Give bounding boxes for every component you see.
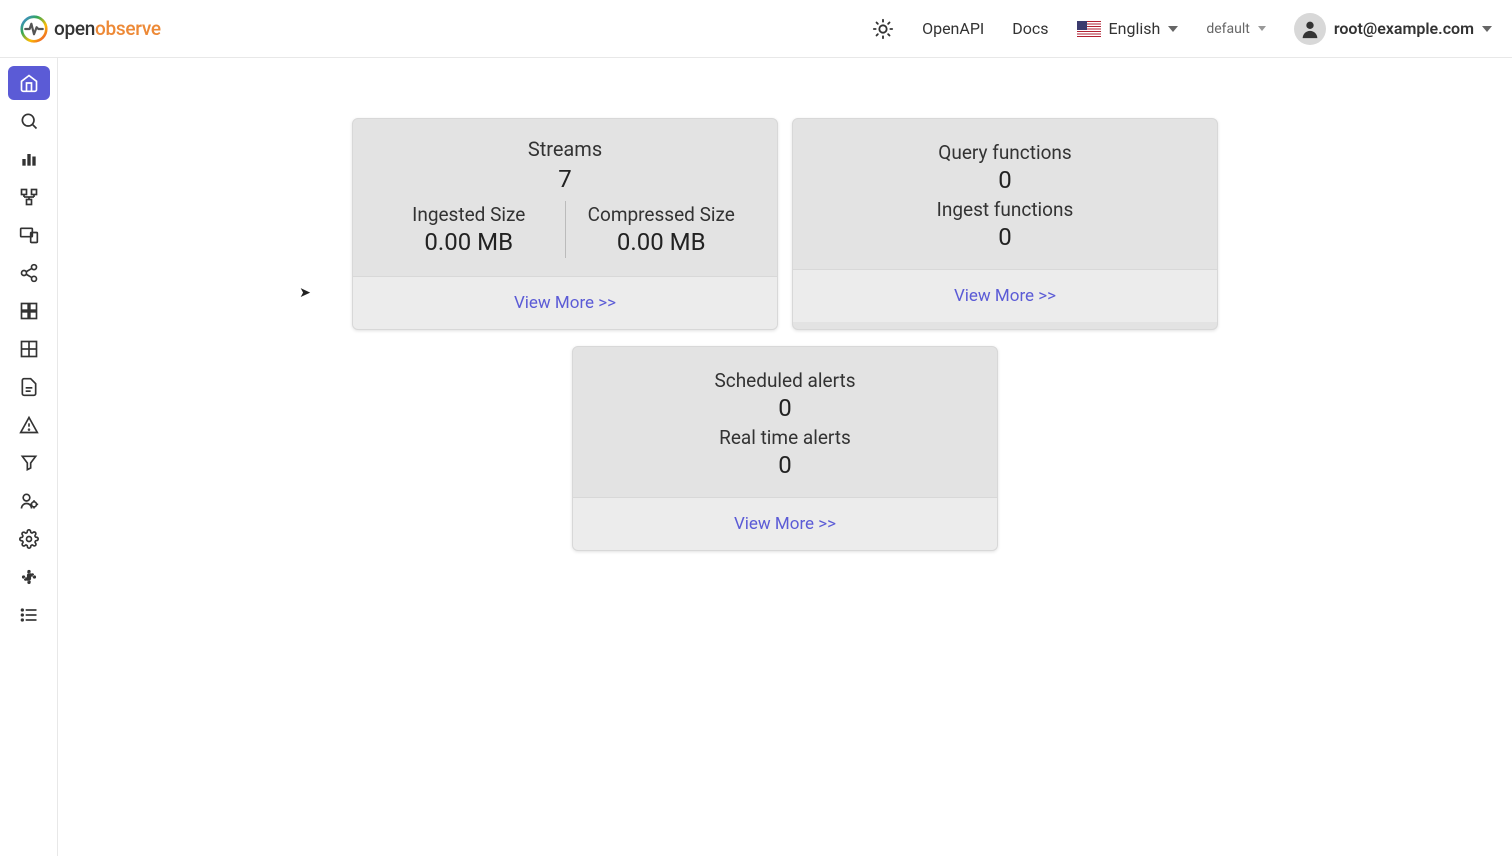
slack-icon (19, 567, 39, 587)
users-icon (19, 491, 39, 511)
dashboard-icon (19, 301, 39, 321)
realtime-alerts-value: 0 (593, 451, 977, 479)
grid-icon (19, 339, 39, 359)
realtime-alerts-label: Real time alerts (593, 426, 977, 449)
sidebar-item-dashboards[interactable] (8, 294, 50, 328)
docs-link[interactable]: Docs (1012, 19, 1048, 38)
compressed-split: Compressed Size 0.00 MB (566, 201, 758, 258)
share-icon (19, 263, 39, 283)
sidebar (0, 58, 58, 856)
chart-icon (19, 149, 39, 169)
chevron-down-icon (1482, 26, 1492, 32)
view-more-label: View More >> (954, 286, 1056, 306)
header: openobserve OpenAPI Docs English default… (0, 0, 1512, 58)
sidebar-item-settings[interactable] (8, 522, 50, 556)
logo-icon (20, 15, 48, 43)
ingest-functions-value: 0 (813, 223, 1197, 251)
logo[interactable]: openobserve (20, 15, 161, 43)
sidebar-item-pipelines[interactable] (8, 256, 50, 290)
user-email: root@example.com (1334, 19, 1474, 38)
ingested-split: Ingested Size 0.00 MB (373, 201, 566, 258)
main: Streams 7 Ingested Size 0.00 MB Compress… (58, 58, 1512, 856)
streams-title: Streams (373, 137, 757, 161)
alert-icon (19, 415, 39, 435)
sidebar-item-slack[interactable] (8, 560, 50, 594)
view-more-label: View More >> (734, 514, 836, 534)
sidebar-item-traces[interactable] (8, 180, 50, 214)
card-streams: Streams 7 Ingested Size 0.00 MB Compress… (352, 118, 778, 330)
card-body: Streams 7 Ingested Size 0.00 MB Compress… (353, 119, 777, 276)
sidebar-item-metrics[interactable] (8, 142, 50, 176)
query-functions-metric: Query functions 0 (813, 141, 1197, 194)
sidebar-item-functions[interactable] (8, 446, 50, 480)
ingest-functions-label: Ingest functions (813, 198, 1197, 221)
compressed-label: Compressed Size (574, 203, 750, 226)
language-selector[interactable]: English (1077, 19, 1179, 38)
user-menu[interactable]: root@example.com (1294, 13, 1492, 45)
sidebar-item-about[interactable] (8, 598, 50, 632)
flag-icon (1077, 21, 1101, 37)
avatar (1294, 13, 1326, 45)
card-functions: Query functions 0 Ingest functions 0 Vie… (792, 118, 1218, 330)
sidebar-item-reports[interactable] (8, 370, 50, 404)
language-label: English (1109, 19, 1161, 38)
card-alerts: Scheduled alerts 0 Real time alerts 0 Vi… (572, 346, 998, 551)
sidebar-item-search[interactable] (8, 104, 50, 138)
org-label: default (1206, 21, 1250, 37)
home-icon (19, 73, 39, 93)
chevron-down-icon (1168, 26, 1178, 32)
streams-view-more[interactable]: View More >> (353, 276, 777, 329)
sun-icon (872, 18, 894, 40)
sidebar-item-alerts[interactable] (8, 408, 50, 442)
realtime-alerts-metric: Real time alerts 0 (593, 426, 977, 479)
compressed-value: 0.00 MB (574, 228, 750, 256)
card-body: Scheduled alerts 0 Real time alerts 0 (573, 347, 997, 497)
sidebar-item-iam[interactable] (8, 484, 50, 518)
search-icon (19, 111, 39, 131)
alerts-view-more[interactable]: View More >> (573, 497, 997, 550)
card-body: Query functions 0 Ingest functions 0 (793, 119, 1217, 269)
logo-text: openobserve (54, 17, 161, 40)
view-more-label: View More >> (514, 293, 616, 313)
chevron-down-icon (1258, 26, 1266, 31)
streams-value: 7 (373, 165, 757, 193)
traces-icon (19, 187, 39, 207)
scheduled-alerts-metric: Scheduled alerts 0 (593, 369, 977, 422)
ingest-functions-metric: Ingest functions 0 (813, 198, 1197, 251)
query-functions-label: Query functions (813, 141, 1197, 164)
theme-toggle[interactable] (872, 18, 894, 40)
devices-icon (19, 225, 39, 245)
list-icon (19, 605, 39, 625)
card-row-2: Scheduled alerts 0 Real time alerts 0 Vi… (98, 346, 1472, 551)
file-icon (19, 377, 39, 397)
openapi-link[interactable]: OpenAPI (922, 19, 984, 38)
org-selector[interactable]: default (1206, 21, 1266, 37)
ingested-label: Ingested Size (381, 203, 557, 226)
streams-splits: Ingested Size 0.00 MB Compressed Size 0.… (373, 201, 757, 258)
ingested-value: 0.00 MB (381, 228, 557, 256)
cursor-icon: ➤ (299, 285, 311, 301)
sidebar-item-rum[interactable] (8, 218, 50, 252)
user-icon (1299, 18, 1321, 40)
filter-icon (19, 453, 39, 473)
scheduled-alerts-value: 0 (593, 394, 977, 422)
header-right: OpenAPI Docs English default root@exampl… (872, 13, 1492, 45)
gear-icon (19, 529, 39, 549)
sidebar-item-streams[interactable] (8, 332, 50, 366)
query-functions-value: 0 (813, 166, 1197, 194)
sidebar-item-home[interactable] (8, 66, 50, 100)
scheduled-alerts-label: Scheduled alerts (593, 369, 977, 392)
functions-view-more[interactable]: View More >> (793, 269, 1217, 322)
